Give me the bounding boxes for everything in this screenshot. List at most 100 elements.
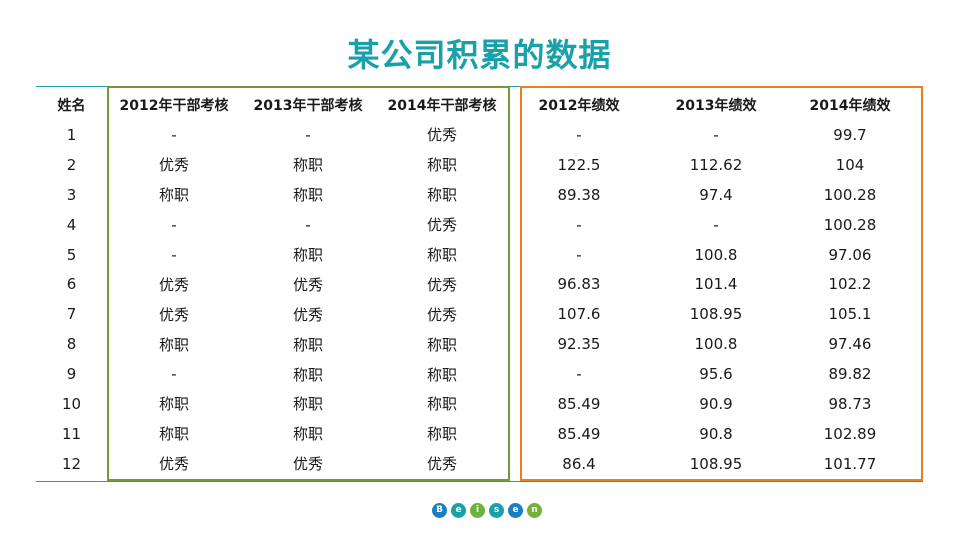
table-cell: 称职 [426,365,457,384]
table-row: 7 优秀 优秀 优秀 107.6 108.95 105.1 [36,299,917,329]
table-cell: 5 [66,245,77,264]
table-cell: - [305,125,311,144]
table-cell: 优秀 [158,305,189,324]
table-cell: 11 [61,424,82,443]
performance-group-frame [520,86,923,481]
table-cell: 优秀 [426,216,457,235]
table-cell: 称职 [292,156,323,175]
table-cell: 102.89 [823,424,877,443]
header-row: 姓名 2012年干部考核 2013年干部考核 2014年干部考核 2012年绩效… [36,90,917,120]
header-2014-review: 2014年干部考核 [387,98,497,114]
table-cell: 107.6 [557,305,601,324]
review-group-frame [107,86,510,481]
table-cell: - [171,125,177,144]
table-cell: 92.35 [557,335,601,354]
table-cell: 97.06 [828,245,872,264]
table-cell: 称职 [426,425,457,444]
table-cell: 10 [61,394,82,413]
table-cell: - [171,365,177,384]
table-cell: 96.83 [557,275,601,294]
table-cell: 7 [66,305,77,324]
logo-letter: n [527,503,542,518]
table-cell: 称职 [426,246,457,264]
table-cell: - [171,215,177,234]
header-2013-review: 2013年干部考核 [253,98,363,114]
table-cell: 101.4 [694,275,738,294]
table-cell: 优秀 [158,455,189,474]
table-cell: 优秀 [158,156,189,175]
table-cell: 89.38 [557,185,601,204]
table-row: 6 优秀 优秀 优秀 96.83 101.4 102.2 [36,269,917,299]
logo-letter: s [489,503,504,518]
logo-letter: e [508,503,523,518]
page-title: 某公司积累的数据 [347,36,612,74]
table-cell: 称职 [292,425,323,444]
table-cell: 99.7 [833,125,867,144]
table-row: 2 优秀 称职 称职 122.5 112.62 104 [36,150,917,180]
bottom-rule [36,481,923,482]
table-row: 12 优秀 优秀 优秀 86.4 108.95 101.77 [36,449,917,479]
table-cell: 95.6 [699,365,733,384]
table-cell: 104 [835,155,865,174]
table-cell: 称职 [292,335,323,354]
table-cell: 100.28 [823,215,877,234]
table-cell: - [576,125,582,144]
logo-letter: i [470,503,485,518]
table-cell: - [713,215,719,234]
table-row: 3 称职 称职 称职 89.38 97.4 100.28 [36,180,917,210]
table-row: 9 - 称职 称职 - 95.6 89.82 [36,359,917,389]
table-cell: 称职 [292,395,323,414]
table-cell: 97.46 [828,335,872,354]
table-row: 1 - - 优秀 - - 99.7 [36,120,917,150]
table-cell: 108.95 [689,454,743,473]
table-cell: 108.95 [689,305,743,324]
table-cell: - [576,365,582,384]
table-cell: 90.9 [699,394,733,413]
table-cell: 102.2 [828,275,872,294]
table-cell: 优秀 [158,275,189,294]
table-cell: 98.73 [828,394,872,413]
logo-letter: e [451,503,466,518]
table-cell: 122.5 [557,155,601,174]
table-cell: 称职 [292,365,323,384]
header-2013-performance: 2013年绩效 [675,98,757,114]
table-cell: 称职 [158,425,189,444]
table-cell: 85.49 [557,394,601,413]
table-cell: 称职 [158,395,189,414]
table-cell: 优秀 [426,126,457,145]
table-cell: 6 [66,275,77,294]
table-cell: 优秀 [292,275,323,294]
table-cell: - [305,215,311,234]
table-row: 10 称职 称职 称职 85.49 90.9 98.73 [36,389,917,419]
table-cell: 100.8 [694,245,738,264]
table-cell: - [576,245,582,264]
table-cell: 称职 [426,186,457,205]
table-cell: 112.62 [689,155,743,174]
table-cell: 3 [66,185,77,204]
table-cell: 称职 [292,186,323,205]
table-cell: 1 [66,125,77,144]
header-2012-performance: 2012年绩效 [538,98,620,114]
table-cell: 优秀 [426,305,457,324]
table-cell: - [576,215,582,234]
table-row: 5 - 称职 称职 - 100.8 97.06 [36,240,917,270]
table-cell: 90.8 [699,424,733,443]
table-cell: 8 [66,335,77,354]
header-2014-performance: 2014年绩效 [809,98,891,114]
table-cell: 称职 [426,156,457,175]
table-cell: 4 [66,215,77,234]
header-2012-review: 2012年干部考核 [119,98,229,114]
table-cell: 86.4 [562,454,596,473]
table-cell: 优秀 [426,455,457,474]
table-cell: 12 [61,454,82,473]
table-cell: - [713,125,719,144]
table-cell: 称职 [426,395,457,414]
table-cell: 89.82 [828,365,872,384]
table-cell: 称职 [158,186,189,205]
header-name: 姓名 [57,98,86,114]
table-cell: 101.77 [823,454,877,473]
table-cell: 85.49 [557,424,601,443]
table-cell: 优秀 [292,455,323,474]
table-cell: 称职 [158,335,189,354]
